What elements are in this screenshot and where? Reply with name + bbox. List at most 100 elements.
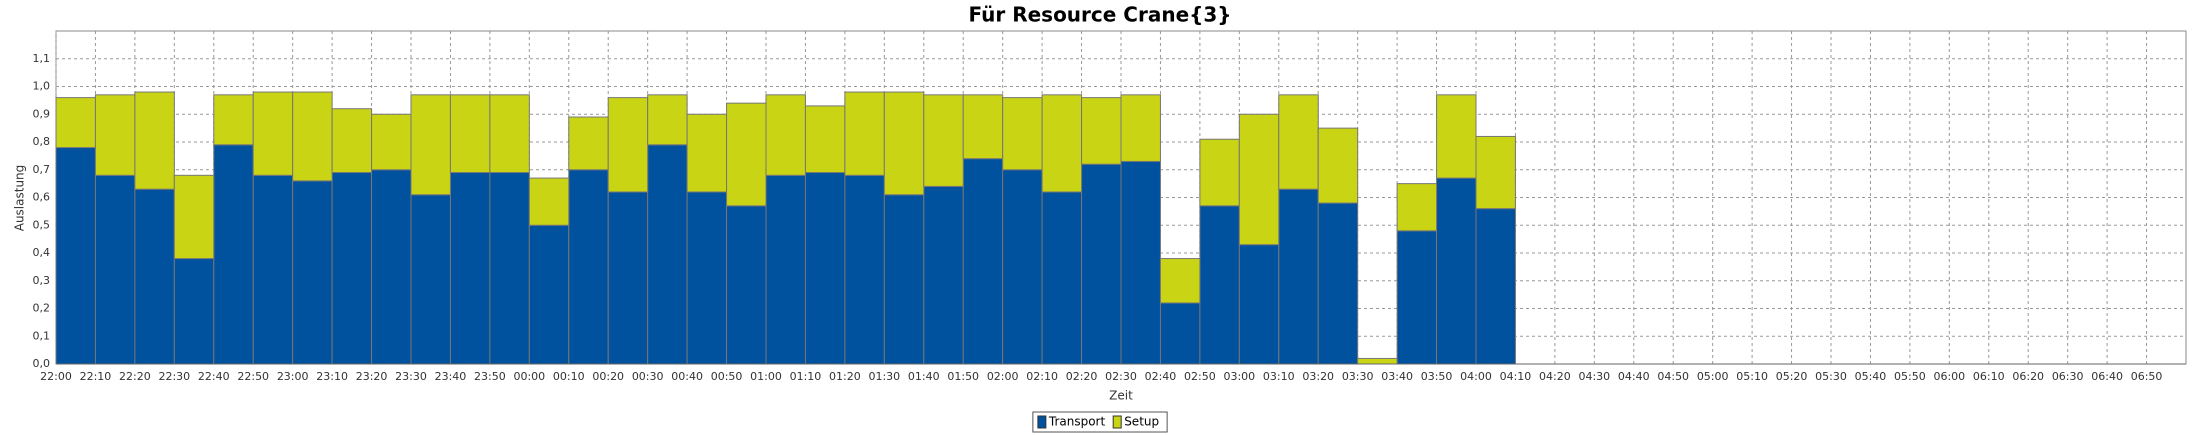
x-tick-label: 01:10 <box>790 370 822 383</box>
x-tick-label: 06:40 <box>2091 370 2123 383</box>
bar-segment <box>1238 113 1280 246</box>
x-tick-label: 05:20 <box>1776 370 1808 383</box>
x-tick-label: 23:00 <box>277 370 309 383</box>
bar-segment <box>55 97 96 149</box>
chart-title: Für Resource Crane{3} <box>968 3 1231 27</box>
bar-segment <box>607 97 649 193</box>
bar-segment <box>134 91 175 190</box>
x-tick-label: 03:40 <box>1381 370 1413 383</box>
bar-segment <box>528 177 570 226</box>
bar-segment <box>371 169 412 365</box>
bar-segment <box>765 94 806 176</box>
bar-segment <box>607 191 649 365</box>
bar-segment <box>410 194 451 365</box>
bar-segment <box>173 258 215 365</box>
x-tick-label: 02:00 <box>987 370 1019 383</box>
y-axis-label: Auslastung <box>13 165 27 232</box>
y-tick-label: 0,6 <box>33 191 51 204</box>
bar-segment <box>331 172 373 365</box>
y-tick-label: 0,0 <box>33 357 51 370</box>
x-tick-label: 04:20 <box>1539 370 1571 383</box>
bar-segment <box>923 94 964 187</box>
y-tick-label: 0,8 <box>33 135 51 148</box>
bar-segment <box>410 94 451 196</box>
y-tick-label: 0,7 <box>33 163 51 176</box>
bar-segment <box>1436 177 1477 365</box>
legend-swatch <box>1112 415 1122 429</box>
x-tick-label: 06:20 <box>2012 370 2044 383</box>
y-tick-label: 1,0 <box>33 80 51 93</box>
bar-segment <box>1159 302 1201 365</box>
bar-segment <box>883 194 925 365</box>
bar-segment <box>844 174 885 365</box>
x-tick-label: 03:30 <box>1342 370 1374 383</box>
x-tick-label: 00:50 <box>711 370 743 383</box>
x-tick-label: 23:20 <box>356 370 388 383</box>
x-tick-label: 00:30 <box>632 370 664 383</box>
x-tick-label: 22:30 <box>158 370 190 383</box>
x-tick-label: 02:40 <box>1145 370 1177 383</box>
bar-segment <box>1317 202 1359 365</box>
bar-segment <box>1199 205 1240 365</box>
bar-segment <box>647 94 688 146</box>
legend-label: Transport <box>1048 415 1106 429</box>
bar-segment <box>449 172 491 365</box>
bar-segment <box>1159 258 1201 304</box>
bar-segment <box>489 172 530 365</box>
legend: Transport Setup <box>1032 411 1168 433</box>
bar-segment <box>292 180 333 365</box>
bar-segment <box>1041 191 1083 365</box>
x-tick-label: 01:20 <box>829 370 861 383</box>
y-tick-label: 0,1 <box>33 329 51 342</box>
x-tick-label: 06:00 <box>1933 370 1965 383</box>
x-axis-label: Zeit <box>1109 389 1133 403</box>
legend-box <box>1032 411 1168 433</box>
x-tick-label: 03:20 <box>1302 370 1334 383</box>
x-tick-label: 01:30 <box>868 370 900 383</box>
x-tick-label: 23:30 <box>395 370 427 383</box>
x-tick-label: 04:30 <box>1578 370 1610 383</box>
x-tick-label: 06:10 <box>1973 370 2005 383</box>
x-tick-label: 00:00 <box>513 370 545 383</box>
x-tick-label: 03:10 <box>1263 370 1295 383</box>
bar-segment <box>213 144 254 365</box>
bar-segment <box>1317 127 1359 204</box>
bar-segment <box>1475 208 1516 365</box>
bar-segment <box>94 94 136 176</box>
bar-segment <box>292 91 333 182</box>
y-tick-label: 0,3 <box>33 274 51 287</box>
bar-segment <box>686 113 728 193</box>
bar-segment <box>962 94 1004 160</box>
bar-segment <box>1278 94 1319 190</box>
bar-segment <box>1120 94 1161 162</box>
x-tick-label: 00:10 <box>553 370 585 383</box>
x-tick-label: 01:50 <box>947 370 979 383</box>
x-tick-label: 04:50 <box>1657 370 1689 383</box>
bar-segment <box>1475 135 1516 210</box>
bar-segment <box>1081 163 1122 365</box>
x-tick-label: 05:40 <box>1855 370 1887 383</box>
x-tick-label: 01:00 <box>750 370 782 383</box>
bar-segment <box>726 205 767 365</box>
x-tick-label: 02:10 <box>1026 370 1058 383</box>
x-tick-label: 01:40 <box>908 370 940 383</box>
bar-segment <box>1436 94 1477 179</box>
bar-segment <box>1199 138 1240 207</box>
x-tick-label: 05:00 <box>1697 370 1729 383</box>
x-tick-label: 22:40 <box>198 370 230 383</box>
y-tick-label: 1,1 <box>33 52 51 65</box>
bar-segment <box>1120 160 1161 365</box>
bar-segment <box>804 172 846 365</box>
bar-segment <box>94 174 136 365</box>
x-tick-label: 02:20 <box>1066 370 1098 383</box>
bar-segment <box>923 185 964 365</box>
bar-segment <box>55 147 96 365</box>
x-tick-label: 06:50 <box>2131 370 2163 383</box>
bar-segment <box>1002 97 1043 171</box>
x-tick-label: 23:40 <box>435 370 467 383</box>
x-tick-label: 03:00 <box>1223 370 1255 383</box>
x-tick-label: 04:40 <box>1618 370 1650 383</box>
bar-segment <box>1238 244 1280 365</box>
x-tick-label: 22:00 <box>40 370 72 383</box>
